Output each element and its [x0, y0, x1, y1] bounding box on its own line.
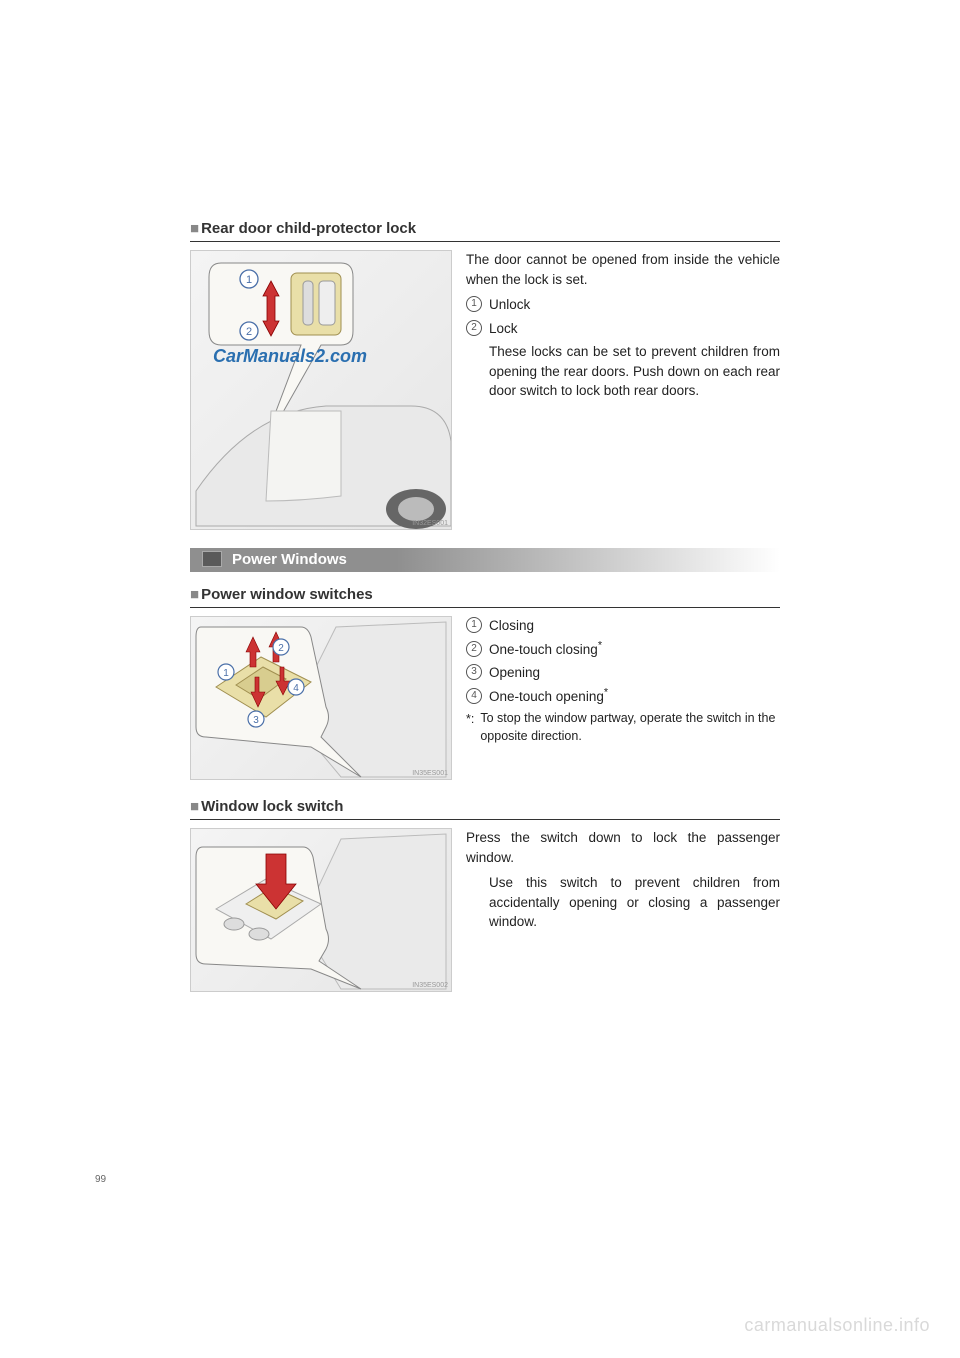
svg-text:2: 2: [278, 643, 284, 654]
switches-text: 1 Closing 2 One-touch closing* 3 Opening…: [466, 616, 780, 780]
figure-childlock: 1 2 CarManuals2.com IN32ES001: [190, 250, 452, 530]
circled-1-icon: 1: [466, 617, 482, 633]
circled-3-icon: 3: [466, 664, 482, 680]
subheading-lockswitch: ■Window lock switch: [190, 798, 780, 820]
circled-1-icon: 1: [466, 296, 482, 312]
childlock-item-1-label: Unlock: [489, 295, 780, 315]
figure-code: IN32ES001: [412, 520, 448, 527]
switches-item-3: 3 Opening: [466, 663, 780, 683]
square-bullet-icon: ■: [190, 220, 199, 237]
square-bullet-icon: ■: [190, 586, 199, 603]
circled-2-icon: 2: [466, 320, 482, 336]
figure-switches: 1 2 3 4 IN35ES001: [190, 616, 452, 780]
banner-tab-icon: [202, 551, 222, 567]
childlock-item-2-label: Lock: [489, 319, 780, 339]
svg-text:4: 4: [293, 683, 299, 694]
figure-watermark: CarManuals2.com: [213, 346, 367, 367]
svg-text:3: 3: [253, 715, 259, 726]
figure-code: IN35ES002: [412, 982, 448, 989]
site-watermark: carmanualsonline.info: [744, 1315, 930, 1336]
lockswitch-text: Press the switch down to lock the passen…: [466, 828, 780, 992]
page-number: 99: [95, 1174, 106, 1185]
svg-text:1: 1: [246, 274, 252, 286]
subheading-childlock-text: Rear door child-protector lock: [201, 220, 416, 237]
square-bullet-icon: ■: [190, 798, 199, 815]
switches-footnote: *: To stop the window partway, operate t…: [466, 710, 780, 745]
switches-item-2-label: One-touch closing*: [489, 640, 780, 660]
switches-item-1: 1 Closing: [466, 616, 780, 636]
circled-4-icon: 4: [466, 688, 482, 704]
switches-item-3-label: Opening: [489, 663, 780, 683]
svg-text:1: 1: [223, 668, 229, 679]
subheading-switches-text: Power window switches: [201, 586, 373, 603]
lockswitch-note: Use this switch to prevent children from…: [489, 873, 780, 932]
switches-item-4: 4 One-touch opening*: [466, 687, 780, 707]
switches-item-4-label: One-touch opening*: [489, 687, 780, 707]
lockswitch-intro: Press the switch down to lock the passen…: [466, 828, 780, 867]
footnote-text: To stop the window partway, operate the …: [480, 710, 780, 745]
subheading-childlock: ■Rear door child-protector lock: [190, 220, 780, 242]
figure-code: IN35ES001: [412, 770, 448, 777]
switches-item-2: 2 One-touch closing*: [466, 640, 780, 660]
childlock-note: These locks can be set to prevent childr…: [489, 342, 780, 401]
banner-label: Power Windows: [232, 548, 347, 572]
switches-item-1-label: Closing: [489, 616, 780, 636]
section-banner-power-windows: Power Windows: [190, 548, 780, 572]
childlock-item-2: 2 Lock: [466, 319, 780, 339]
circled-2-icon: 2: [466, 641, 482, 657]
childlock-item-1: 1 Unlock: [466, 295, 780, 315]
subheading-lockswitch-text: Window lock switch: [201, 798, 343, 815]
figure-lockswitch: IN35ES002: [190, 828, 452, 992]
childlock-intro: The door cannot be opened from inside th…: [466, 250, 780, 289]
svg-text:2: 2: [246, 326, 252, 338]
childlock-text: The door cannot be opened from inside th…: [466, 250, 780, 530]
subheading-switches: ■Power window switches: [190, 586, 780, 608]
footnote-mark: *:: [466, 710, 474, 745]
